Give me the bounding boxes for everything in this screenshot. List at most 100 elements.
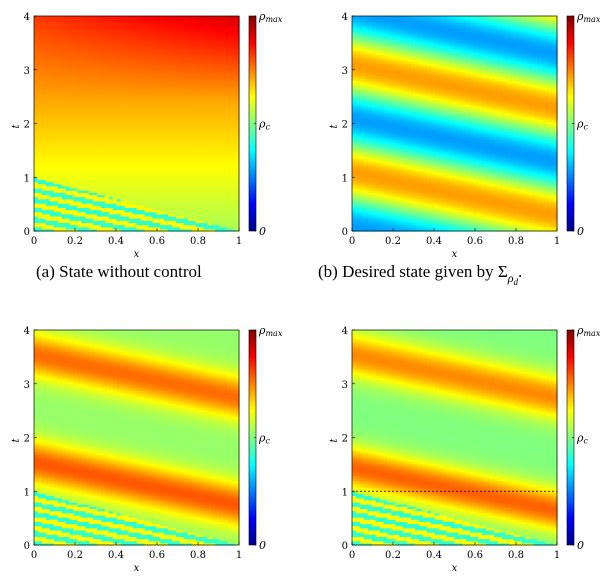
heatmap-cell — [120, 43, 126, 47]
heatmap-cell — [108, 218, 114, 221]
heatmap-cell — [89, 112, 94, 116]
heatmap-cell — [41, 168, 47, 172]
heatmap-cell — [120, 190, 126, 193]
heatmap-cell — [65, 84, 71, 88]
heatmap-cell — [61, 125, 67, 129]
heatmap-cell — [61, 20, 67, 24]
heatmap-cell — [41, 200, 47, 204]
heatmap-cell — [89, 35, 94, 39]
heatmap-cell — [140, 177, 145, 180]
heatmap-cell — [49, 99, 55, 103]
heatmap-cell — [81, 160, 86, 163]
heatmap-cell — [124, 149, 130, 153]
heatmap-cell — [108, 112, 114, 116]
heatmap-cell — [85, 86, 90, 90]
heatmap-cell — [128, 155, 134, 159]
heatmap-cell — [77, 198, 82, 202]
heatmap-cell — [132, 228, 138, 232]
heatmap-cell — [61, 43, 67, 47]
heatmap-cell — [203, 16, 209, 19]
heatmap-cell — [34, 224, 39, 228]
heatmap-cell — [89, 181, 94, 185]
heatmap-cell — [41, 110, 47, 114]
heatmap-cell — [124, 78, 130, 82]
heatmap-cell — [89, 78, 94, 82]
heatmap-cell — [116, 63, 122, 67]
heatmap-cell — [41, 157, 47, 161]
heatmap-cell — [61, 37, 67, 41]
heatmap-cell — [61, 194, 67, 198]
heatmap-cell — [69, 162, 75, 165]
heatmap-cell — [49, 149, 55, 153]
heatmap-cell — [136, 222, 142, 226]
heatmap-cell — [49, 129, 55, 133]
heatmap-cell — [81, 134, 86, 137]
heatmap-cell — [77, 86, 82, 90]
heatmap-cell — [97, 127, 102, 131]
heatmap-cell — [57, 67, 63, 71]
heatmap-cell — [136, 168, 142, 172]
heatmap-cell — [81, 80, 86, 84]
heatmap-cell — [93, 26, 98, 30]
heatmap-cell — [45, 63, 51, 67]
heatmap-cell — [37, 220, 43, 223]
heatmap-cell — [132, 65, 138, 69]
heatmap-cell — [108, 16, 114, 19]
heatmap-cell — [57, 82, 63, 86]
heatmap-cell — [73, 151, 78, 155]
heatmap-cell — [49, 123, 55, 127]
heatmap-cell — [116, 74, 122, 77]
heatmap-cell — [37, 33, 43, 36]
heatmap-cell — [112, 157, 118, 161]
heatmap-cell — [104, 220, 110, 223]
heatmap-cell — [53, 175, 59, 178]
heatmap-cell — [124, 145, 130, 148]
heatmap-cell — [41, 172, 47, 176]
heatmap-cell — [101, 140, 106, 144]
heatmap-cell — [101, 16, 106, 19]
heatmap-cell — [104, 20, 110, 24]
heatmap-cell — [53, 138, 59, 142]
heatmap-cell — [132, 125, 138, 129]
heatmap-cell — [65, 106, 71, 110]
heatmap-cell — [140, 185, 145, 189]
heatmap-cell — [101, 114, 106, 118]
heatmap-cell — [140, 138, 145, 142]
heatmap-cell — [120, 121, 126, 125]
heatmap-cell — [101, 56, 106, 60]
heatmap-cell — [93, 95, 98, 99]
heatmap-cell — [81, 117, 86, 120]
heatmap-cell — [73, 84, 78, 88]
heatmap-cell — [73, 224, 78, 228]
heatmap-cell — [120, 215, 126, 219]
heatmap-cell — [108, 86, 114, 90]
heatmap-cell — [45, 160, 51, 163]
heatmap-cell — [140, 192, 145, 196]
heatmap-cell — [120, 157, 126, 161]
heatmap-cell — [93, 78, 98, 82]
heatmap-cell — [45, 192, 51, 196]
heatmap-cell — [85, 207, 90, 211]
heatmap-cell — [124, 104, 130, 107]
heatmap-cell — [53, 39, 59, 43]
heatmap-cell — [136, 164, 142, 168]
heatmap-cell — [128, 183, 134, 187]
heatmap-cell — [124, 224, 130, 228]
heatmap-cell — [104, 228, 110, 232]
heatmap-cell — [101, 162, 106, 165]
heatmap-cell — [53, 190, 59, 193]
heatmap-cell — [112, 121, 118, 125]
heatmap-cell — [41, 160, 47, 163]
heatmap-cell — [45, 117, 51, 120]
heatmap-cell — [61, 160, 67, 163]
heatmap-cell — [61, 24, 67, 28]
heatmap-cell — [37, 80, 43, 84]
heatmap-cell — [57, 108, 63, 112]
heatmap-cell — [124, 140, 130, 144]
heatmap-cell — [108, 228, 114, 232]
heatmap-cell — [124, 69, 130, 73]
heatmap-cell — [97, 188, 102, 191]
heatmap-cell — [136, 132, 142, 135]
heatmap-cell — [41, 213, 47, 217]
heatmap-cell — [49, 188, 55, 191]
